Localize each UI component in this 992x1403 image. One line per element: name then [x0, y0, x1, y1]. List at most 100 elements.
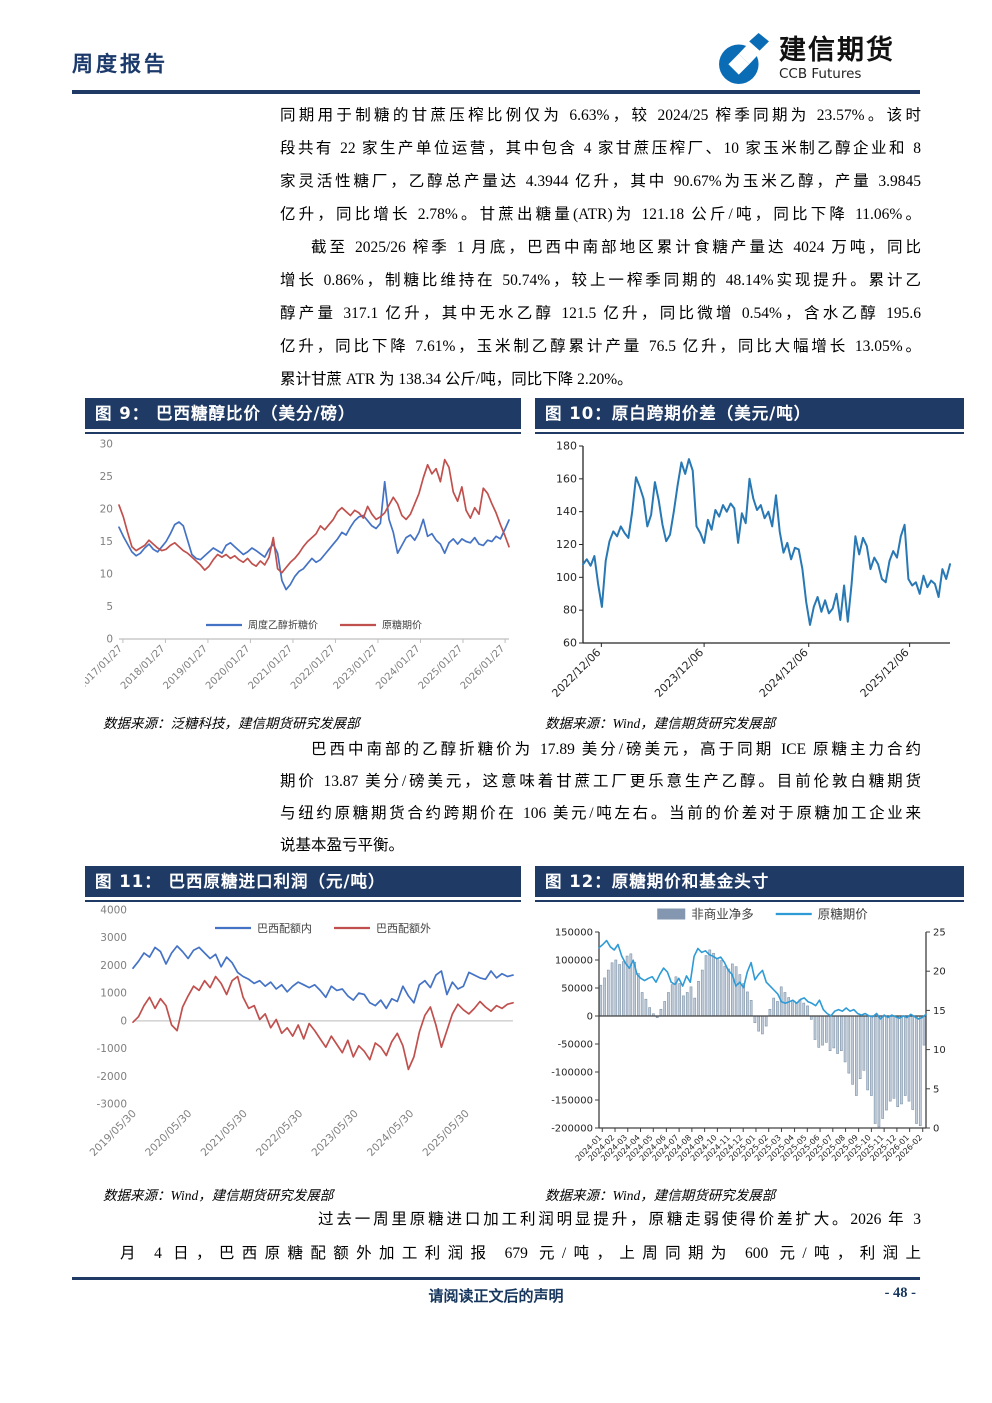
- svg-text:2025/12/06: 2025/12/06: [858, 646, 912, 700]
- paragraph-3: 巴西中南部的乙醇折糖价为 17.89 美分/磅美元，高于同期 ICE 原糖主力合…: [280, 734, 921, 862]
- svg-text:140: 140: [556, 505, 577, 518]
- text-line: 段共有 22 家生产单位运营，其中包含 4 家甘蔗压榨厂、10 家玉米制乙醇企业…: [280, 140, 921, 157]
- figure-12-title: 图 12：原糖期价和基金头寸: [535, 866, 964, 897]
- legend-label: 巴西配额外: [376, 922, 431, 935]
- svg-text:-100000: -100000: [551, 1068, 593, 1079]
- figure-11-title-rule: [85, 900, 521, 902]
- figure-10-chart: 60 80 100 120 140 160 180 2022/12/06 2023/12/06 2…: [535, 434, 964, 716]
- svg-text:2023/01/27: 2023/01/27: [332, 643, 381, 692]
- figure-12-panel: 图 12：原糖期价和基金头寸 -200000 -150000 -100000 -500…: [535, 866, 964, 1187]
- ccb-logo-icon: [719, 33, 769, 84]
- figure-12-chart: -200000 -150000 -100000 -50000 0 50000 100000 1…: [535, 902, 964, 1187]
- text-line: 期价 13.87 美分/磅美元，这意味着甘蔗工厂更乐意生产乙醇。目前伦敦白糖期货: [280, 773, 921, 790]
- text-line: 增长 0.86%，制糖比维持在 50.74%，较上一榨季同期的 48.14%实现…: [280, 272, 921, 289]
- text-line: 亿升，同比下降 7.61%，玉米制乙醇累计产量 76.5 亿升，同比大幅增长 1…: [280, 338, 921, 355]
- figure-12-title-rule: [535, 900, 964, 902]
- svg-text:1000: 1000: [100, 988, 127, 1000]
- svg-text:2026/01/27: 2026/01/27: [459, 643, 508, 692]
- paragraph-4: 过去一周里原糖进口加工利润明显提升，原糖走弱使得价差扩大。2026 年 3 月 …: [120, 1203, 921, 1271]
- svg-text:2019/05/30: 2019/05/30: [88, 1108, 139, 1159]
- svg-text:2018/01/27: 2018/01/27: [119, 643, 168, 692]
- svg-text:0: 0: [120, 1015, 127, 1027]
- svg-text:-150000: -150000: [551, 1096, 593, 1107]
- text-line: 家灵活性糖厂，乙醇总产量达 4.3944 亿升，其中 90.67%为玉米乙醇，产…: [280, 173, 921, 190]
- svg-text:2024/01/27: 2024/01/27: [374, 643, 423, 692]
- text-line: 截至 2025/26 榨季 1 月底，巴西中南部地区累计食糖产量达 4024 万…: [311, 239, 921, 256]
- figure-10-panel: 图 10：原白跨期价差（美元/吨） 60 80 100 120 140 160 180 202…: [535, 398, 964, 716]
- svg-text:2019/01/27: 2019/01/27: [162, 643, 211, 692]
- svg-text:2023/05/30: 2023/05/30: [310, 1108, 361, 1159]
- svg-text:-50000: -50000: [558, 1040, 593, 1051]
- legend-label: 巴西配额内: [257, 921, 312, 935]
- legend-label: 非商业净多: [691, 907, 754, 922]
- text-line: 月 4 日，巴西原糖配额外加工利润报 679 元/吨，上周同期为 600 元/吨…: [120, 1245, 921, 1262]
- page-number: - 48 -: [884, 1285, 916, 1301]
- svg-text:0: 0: [106, 634, 113, 646]
- text-line: 同期用于制糖的甘蔗压榨比例仅为 6.63%，较 2024/25 榨季同期为 23…: [280, 107, 921, 124]
- text-line: 说基本盈亏平衡。: [280, 837, 405, 854]
- text-line: 巴西中南部的乙醇折糖价为 17.89 美分/磅美元，高于同期 ICE 原糖主力合…: [311, 741, 921, 758]
- svg-text:20: 20: [100, 504, 113, 516]
- svg-text:25: 25: [933, 928, 946, 939]
- svg-text:0: 0: [933, 1124, 939, 1135]
- svg-text:100000: 100000: [555, 956, 593, 967]
- svg-text:0: 0: [587, 1012, 593, 1023]
- svg-text:2022/01/27: 2022/01/27: [289, 643, 338, 692]
- figure-9-panel: 图 9： 巴西糖醇比价（美分/磅） 0 5 10 15 20 25 30 2017/01/27…: [76, 398, 521, 716]
- svg-text:25: 25: [100, 471, 113, 483]
- text-line: 与纽约原糖期货合约跨期价在 106 美元/吨左右。当前的价差对于原糖加工企业来: [280, 805, 921, 822]
- fig12-svg: -200000 -150000 -100000 -50000 0 50000 100000 1…: [551, 907, 946, 1164]
- svg-text:2022/12/06: 2022/12/06: [549, 646, 603, 700]
- svg-text:50000: 50000: [561, 984, 593, 995]
- svg-text:5: 5: [933, 1084, 939, 1095]
- svg-text:20: 20: [933, 967, 946, 978]
- svg-text:-2000: -2000: [96, 1071, 127, 1083]
- paragraph-2: 截至 2025/26 榨季 1 月底，巴西中南部地区累计食糖产量达 4024 万…: [280, 231, 921, 396]
- figure-11-source: 数据来源：Wind，建信期货研究发展部: [103, 1188, 334, 1203]
- svg-text:15: 15: [100, 536, 113, 548]
- svg-text:2024/12/06: 2024/12/06: [757, 646, 811, 700]
- svg-text:-3000: -3000: [96, 1099, 127, 1111]
- svg-text:10: 10: [100, 569, 113, 581]
- figure-9-title-rule: [85, 432, 521, 434]
- figure-9-source: 数据来源：泛糖科技，建信期货研究发展部: [103, 716, 360, 731]
- figure-11-chart: -3000 -2000 -1000 0 1000 2000 3000 4000 2019/05/…: [85, 902, 521, 1187]
- svg-text:2022/05/30: 2022/05/30: [254, 1108, 305, 1159]
- svg-text:4000: 4000: [100, 905, 127, 917]
- header-divider: [72, 90, 920, 94]
- svg-text:2021/05/30: 2021/05/30: [199, 1108, 250, 1159]
- footer-divider: [72, 1277, 920, 1280]
- figure-11-title: 图 11： 巴西原糖进口利润（元/吨）: [85, 866, 521, 897]
- fig9-svg: 0510152025302017/01/272018/01/272019/01/…: [76, 439, 510, 692]
- logo-name-cn: 建信期货: [779, 35, 895, 66]
- footer-disclaimer: 请阅读正文后的声明: [428, 1289, 564, 1305]
- svg-text:100: 100: [556, 571, 577, 584]
- svg-text:2025/05/30: 2025/05/30: [421, 1108, 472, 1159]
- svg-text:15: 15: [933, 1006, 946, 1017]
- svg-text:180: 180: [556, 440, 577, 453]
- logo-text: 建信期货 CCB Futures: [779, 35, 895, 83]
- legend-label: 原糖期价: [382, 619, 422, 632]
- figure-12-source: 数据来源：Wind，建信期货研究发展部: [545, 1188, 776, 1203]
- svg-text:60: 60: [563, 637, 577, 650]
- svg-text:80: 80: [563, 604, 577, 617]
- svg-text:150000: 150000: [555, 928, 593, 939]
- fig11-svg: -3000 -2000 -1000 0 1000 2000 3000 4000 2019/05/…: [88, 905, 514, 1159]
- svg-text:3000: 3000: [100, 932, 127, 944]
- text-line: 亿升，同比增长 2.78%。甘蔗出糖量(ATR)为 121.18 公斤/吨，同比…: [280, 206, 921, 223]
- svg-text:120: 120: [556, 538, 577, 551]
- svg-text:-1000: -1000: [96, 1043, 127, 1055]
- svg-text:2023/12/06: 2023/12/06: [652, 646, 706, 700]
- text-line: 过去一周里原糖进口加工利润明显提升，原糖走弱使得价差扩大。2026 年 3: [318, 1211, 921, 1228]
- svg-text:2000: 2000: [100, 960, 127, 972]
- svg-text:2020/01/27: 2020/01/27: [204, 643, 253, 692]
- text-line: 醇产量 317.1 亿升，其中无水乙醇 121.5 亿升，同比微增 0.54%，…: [280, 305, 921, 322]
- legend-label: 原糖期价: [818, 907, 869, 922]
- paragraph-1: 同期用于制糖的甘蔗压榨比例仅为 6.63%，较 2024/25 榨季同期为 23…: [280, 99, 921, 231]
- svg-text:5: 5: [106, 601, 113, 613]
- figure-10-title-rule: [535, 432, 964, 434]
- svg-text:2021/01/27: 2021/01/27: [247, 643, 296, 692]
- svg-text:2024/05/30: 2024/05/30: [365, 1108, 416, 1159]
- svg-text:10: 10: [933, 1045, 946, 1056]
